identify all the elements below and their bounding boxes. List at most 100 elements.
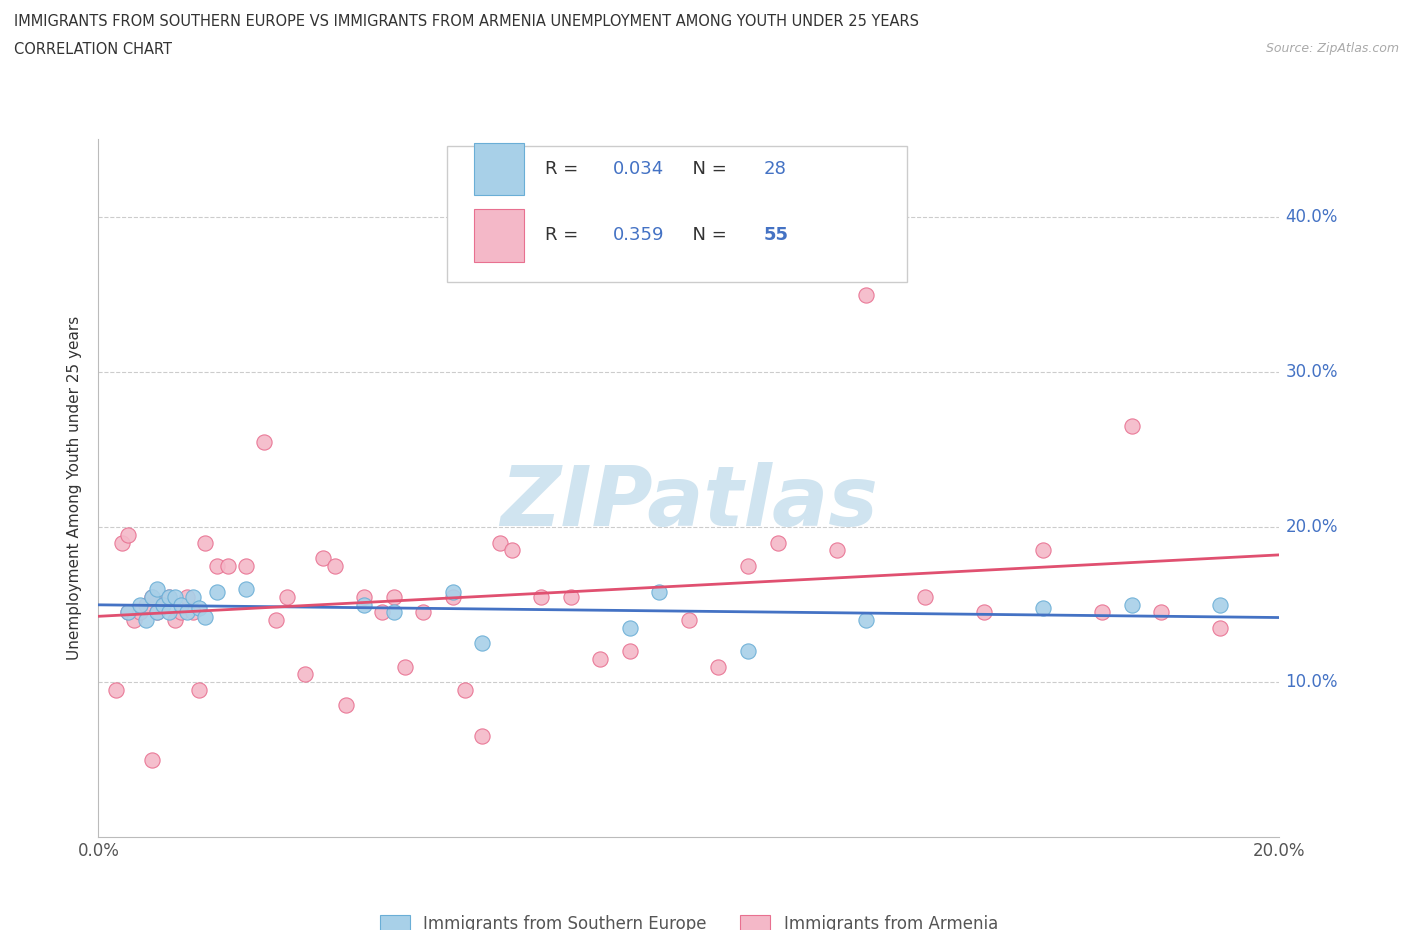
- Text: 55: 55: [763, 226, 789, 245]
- Text: CORRELATION CHART: CORRELATION CHART: [14, 42, 172, 57]
- Point: [235, 558, 257, 573]
- Point: [146, 581, 169, 596]
- Point: [194, 535, 217, 550]
- Point: [394, 659, 416, 674]
- Text: ZIPatlas: ZIPatlas: [501, 461, 877, 543]
- Point: [217, 558, 239, 573]
- Point: [766, 535, 789, 550]
- Point: [181, 590, 204, 604]
- Text: 0.034: 0.034: [613, 160, 665, 179]
- Text: N =: N =: [681, 160, 733, 179]
- Point: [1209, 620, 1232, 635]
- Point: [335, 698, 357, 712]
- Point: [141, 590, 163, 604]
- Point: [181, 604, 204, 619]
- Point: [737, 558, 759, 573]
- Point: [589, 651, 612, 666]
- Point: [122, 613, 145, 628]
- Point: [157, 590, 180, 604]
- Text: Source: ZipAtlas.com: Source: ZipAtlas.com: [1265, 42, 1399, 55]
- Point: [737, 644, 759, 658]
- Point: [312, 551, 335, 565]
- Point: [825, 543, 848, 558]
- Point: [1121, 597, 1143, 612]
- Point: [141, 752, 163, 767]
- Point: [117, 527, 139, 542]
- Point: [501, 543, 523, 558]
- Point: [253, 434, 276, 449]
- Point: [648, 585, 671, 600]
- Point: [1150, 604, 1173, 619]
- Text: 40.0%: 40.0%: [1285, 208, 1337, 226]
- Text: 0.359: 0.359: [613, 226, 665, 245]
- FancyBboxPatch shape: [447, 147, 907, 283]
- Point: [489, 535, 512, 550]
- Point: [187, 683, 209, 698]
- Text: 28: 28: [763, 160, 786, 179]
- Point: [194, 609, 217, 624]
- Point: [453, 683, 475, 698]
- Text: IMMIGRANTS FROM SOUTHERN EUROPE VS IMMIGRANTS FROM ARMENIA UNEMPLOYMENT AMONG YO: IMMIGRANTS FROM SOUTHERN EUROPE VS IMMIG…: [14, 14, 920, 29]
- Point: [619, 644, 641, 658]
- Point: [530, 590, 553, 604]
- Point: [105, 683, 128, 698]
- Point: [157, 604, 180, 619]
- FancyBboxPatch shape: [474, 143, 523, 195]
- Text: R =: R =: [546, 226, 583, 245]
- Point: [441, 590, 464, 604]
- Point: [276, 590, 298, 604]
- Point: [205, 585, 228, 600]
- Point: [152, 597, 174, 612]
- Point: [187, 600, 209, 615]
- Point: [382, 590, 405, 604]
- Point: [235, 581, 257, 596]
- Point: [294, 667, 316, 682]
- Point: [117, 604, 139, 619]
- Point: [146, 604, 169, 619]
- Point: [560, 590, 582, 604]
- Point: [914, 590, 936, 604]
- Point: [855, 287, 877, 302]
- Point: [471, 636, 494, 651]
- Point: [323, 558, 346, 573]
- Point: [707, 659, 730, 674]
- Point: [176, 590, 198, 604]
- Point: [135, 613, 157, 628]
- Point: [1121, 418, 1143, 433]
- Y-axis label: Unemployment Among Youth under 25 years: Unemployment Among Youth under 25 years: [67, 316, 83, 660]
- Legend: Immigrants from Southern Europe, Immigrants from Armenia: Immigrants from Southern Europe, Immigra…: [374, 908, 1004, 930]
- Point: [170, 604, 193, 619]
- Point: [441, 585, 464, 600]
- Point: [176, 604, 198, 619]
- Point: [412, 604, 434, 619]
- Point: [382, 604, 405, 619]
- Text: 10.0%: 10.0%: [1285, 673, 1339, 691]
- Point: [353, 597, 375, 612]
- Text: N =: N =: [681, 226, 733, 245]
- Point: [205, 558, 228, 573]
- Point: [1032, 600, 1054, 615]
- Text: R =: R =: [546, 160, 583, 179]
- Point: [855, 613, 877, 628]
- Point: [117, 604, 139, 619]
- Text: 20.0%: 20.0%: [1285, 518, 1339, 536]
- Point: [353, 590, 375, 604]
- Point: [128, 604, 150, 619]
- Point: [165, 613, 187, 628]
- Point: [264, 613, 287, 628]
- Text: 30.0%: 30.0%: [1285, 363, 1339, 381]
- Point: [152, 597, 174, 612]
- Point: [1091, 604, 1114, 619]
- Point: [128, 597, 150, 612]
- Point: [141, 590, 163, 604]
- Point: [135, 597, 157, 612]
- Point: [170, 597, 193, 612]
- Point: [678, 613, 700, 628]
- Point: [371, 604, 394, 619]
- FancyBboxPatch shape: [474, 209, 523, 261]
- Point: [165, 590, 187, 604]
- Point: [973, 604, 995, 619]
- Point: [157, 590, 180, 604]
- Point: [619, 620, 641, 635]
- Point: [111, 535, 134, 550]
